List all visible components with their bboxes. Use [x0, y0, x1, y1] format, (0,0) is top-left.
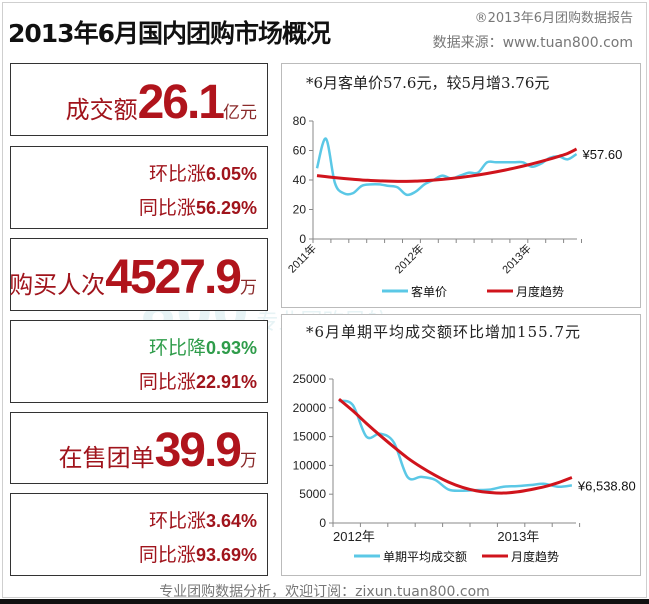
gmv-yoy-value: 56.29% [195, 198, 257, 218]
footer-subscribe: 专业团购数据分析，欢迎订阅：zixun.tuan800.com [159, 584, 490, 600]
buyers-yoy-value: 22.91% [195, 372, 257, 392]
y-tick-label: 25000 [293, 372, 327, 386]
deals-card: 在售团单 39.9 万 [10, 412, 268, 484]
chart-title: *6月单期平均成交额环比增加155.7元 [306, 323, 581, 341]
deals-mom-label: 环比涨 [148, 510, 206, 532]
deals-label: 在售团单 [58, 444, 155, 472]
buyers-mom-value: 0.93% [205, 338, 257, 358]
legend-label: 客单价 [411, 284, 447, 299]
bottom-bar [0, 599, 649, 604]
gmv-card: 成交额 26.1 亿元 [10, 63, 268, 136]
y-tick-label: 40 [293, 173, 307, 187]
y-tick-label: 20 [293, 203, 307, 217]
gmv-mom-label: 环比涨 [148, 163, 206, 185]
series-line-trend [338, 398, 573, 495]
x-tick-label: 2012年 [392, 241, 427, 276]
y-tick-label: 60 [293, 144, 307, 158]
x-tick-label: 2012年 [333, 529, 375, 544]
buyers-card: 购买人次 4527.9 万 [9, 238, 268, 311]
avg-deal-chart-panel: *6月单期平均成交额环比增加155.7元 0 5000 10000 15000 2000… [281, 314, 641, 576]
deals-yoy: 同比涨93.69% [139, 540, 257, 567]
end-value-label: ¥57.60 [582, 147, 623, 162]
buyers-mom-label: 环比降 [148, 337, 206, 359]
gmv-mom-value: 6.05% [205, 164, 257, 184]
y-tick-label: 20000 [293, 401, 327, 415]
gmv-change-card: 环比涨6.05% 同比涨56.29% [10, 146, 268, 229]
x-tick-label: 2013年 [497, 529, 539, 544]
y-tick-label: 10000 [293, 458, 327, 472]
y-tick-label: 5000 [299, 487, 326, 501]
data-source: 数据来源：www.tuan800.com [432, 35, 633, 51]
legend-label: 月度趋势 [516, 284, 564, 299]
y-tick-label: 80 [293, 114, 307, 128]
deals-mom-value: 3.64% [205, 511, 257, 531]
chart-title: *6月客单价57.6元，较5月增3.76元 [306, 74, 550, 92]
y-tick-label: 15000 [293, 430, 327, 444]
gmv-value: 26.1 [137, 76, 225, 129]
buyers-unit: 万 [240, 278, 257, 298]
gmv-yoy: 同比涨56.29% [139, 193, 257, 220]
legend-label: 单期平均成交额 [383, 549, 467, 564]
buyers-value: 4527.9 [105, 251, 242, 304]
buyers-yoy-label: 同比涨 [138, 371, 196, 393]
deals-value: 39.9 [154, 424, 242, 477]
avg-deal-chart: 0 5000 10000 15000 20000 25000 2012年 2013年单期平均成… [293, 372, 636, 564]
report-subtitle: ®2013年6月团购数据报告 [474, 11, 633, 26]
series-line-value [315, 137, 578, 197]
buyers-change-card: 环比降0.93% 同比涨22.91% [10, 320, 268, 403]
y-tick-label: 0 [319, 516, 326, 530]
avg-price-chart-panel: *6月客单价57.6元，较5月增3.76元 0 20 40 60 80 2011年 2012… [281, 63, 641, 308]
gmv-yoy-label: 同比涨 [138, 197, 196, 219]
series-line-trend [316, 147, 578, 183]
deals-change-card: 环比涨3.64% 同比涨93.69% [10, 493, 268, 576]
gmv-label: 成交额 [65, 96, 138, 124]
x-tick-label: 2013年 [499, 241, 534, 276]
deals-yoy-label: 同比涨 [138, 544, 196, 566]
gmv-unit: 亿元 [223, 103, 257, 123]
series-line-value [338, 399, 573, 493]
deals-yoy-value: 93.69% [195, 545, 257, 565]
deals-mom: 环比涨3.64% [149, 506, 257, 533]
buyers-mom: 环比降0.93% [149, 333, 257, 360]
end-value-label: ¥6,538.80 [577, 478, 636, 493]
y-tick-label: 0 [299, 232, 306, 246]
gmv-mom: 环比涨6.05% [149, 159, 257, 186]
buyers-yoy: 同比涨22.91% [139, 367, 257, 394]
buyers-label: 购买人次 [9, 271, 106, 299]
page-title: 2013年6月国内团购市场概况 [8, 19, 331, 48]
deals-unit: 万 [240, 451, 257, 471]
legend-label: 月度趋势 [511, 549, 559, 564]
x-tick-label: 2011年 [285, 241, 319, 275]
